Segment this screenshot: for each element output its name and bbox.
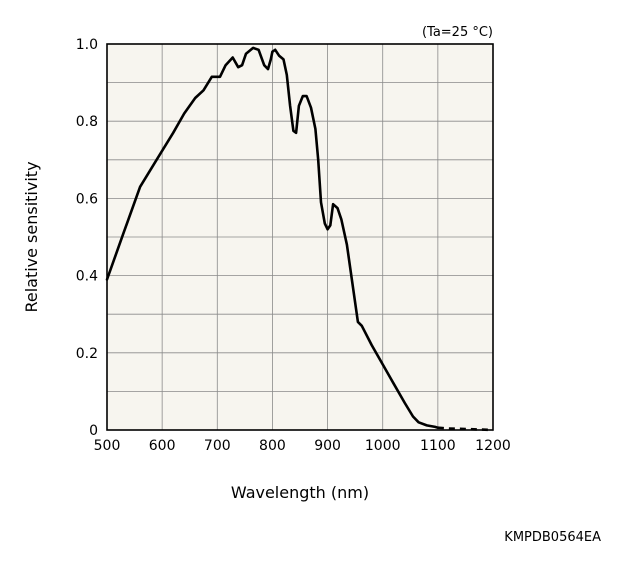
plot-frame <box>106 43 494 431</box>
x-tick-label: 1100 <box>420 438 456 454</box>
x-tick-label: 600 <box>149 438 176 454</box>
condition-note: (Ta=25 °C) <box>422 25 493 40</box>
y-tick-label: 0.8 <box>76 114 98 130</box>
y-tick-label: 0.2 <box>76 346 98 362</box>
x-tick-label: 1200 <box>475 438 511 454</box>
x-axis-title: Wavelength (nm) <box>231 483 369 502</box>
x-tick-label: 800 <box>259 438 286 454</box>
grid-lines <box>107 44 493 430</box>
y-axis-title: Relative sensitivity <box>22 161 41 312</box>
x-tick-label: 900 <box>314 438 341 454</box>
figure-code: KMPDB0564EA <box>504 530 601 545</box>
y-tick-label: 0.6 <box>76 191 98 207</box>
y-tick-label: 0.4 <box>76 269 98 285</box>
y-tick-label: 0 <box>89 423 98 439</box>
sensitivity-curve <box>105 46 440 429</box>
x-tick-label: 500 <box>94 438 121 454</box>
x-tick-label: 1000 <box>365 438 401 454</box>
y-tick-label: 1.0 <box>76 37 98 53</box>
axis-ticks: 500 600 700 800 900 1000 1100 1200 0 0.2 0.4 0.6 0.8… <box>76 37 511 454</box>
x-tick-label: 700 <box>204 438 231 454</box>
